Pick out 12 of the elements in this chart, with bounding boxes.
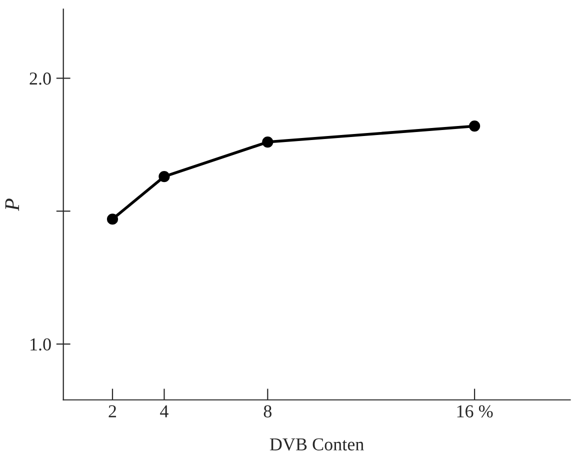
point [468,120,480,132]
x-tick-label: 2 [108,405,116,418]
x-axis-title: DVB Conten [270,438,364,451]
point [262,136,274,148]
x-tick-label: 8 [264,405,272,418]
point [106,214,118,225]
x-tick-label: 16 % [457,405,493,418]
y-tick-label: 2.0 [30,72,51,85]
x-tick-label: 4 [160,405,168,418]
y-axis-title: P [5,198,19,211]
point [158,171,170,182]
y-tick-label: 1.0 [30,338,51,351]
